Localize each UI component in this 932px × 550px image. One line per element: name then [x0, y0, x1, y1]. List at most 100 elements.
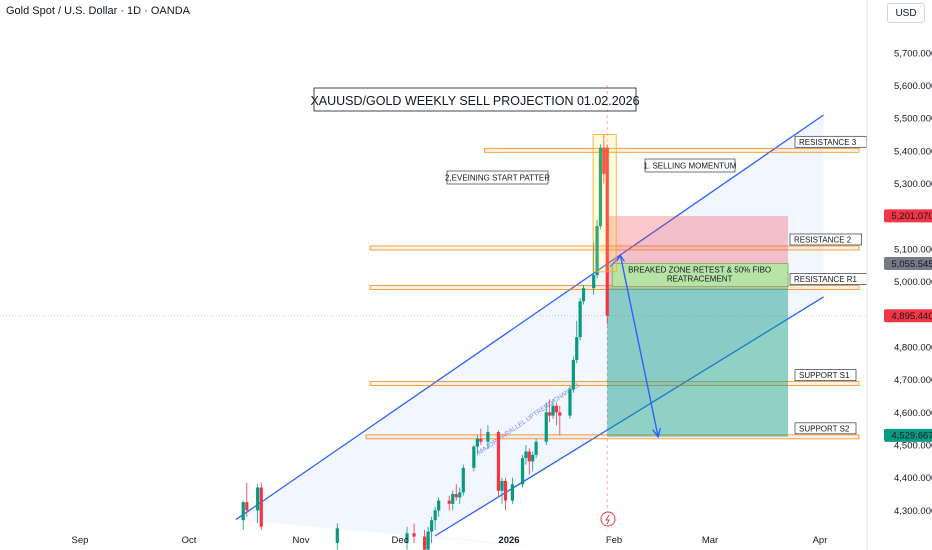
- candle-body-38: [578, 301, 582, 338]
- projection-mid-arrow: [615, 254, 625, 262]
- x-tick-5: Feb: [606, 535, 622, 546]
- level-label-box-3: [794, 369, 857, 381]
- price-badge-3: 4,529.667: [891, 431, 932, 442]
- selling-momentum-box[interactable]: [644, 158, 736, 173]
- candle-body-43: [602, 147, 606, 174]
- candle-body-20: [486, 431, 490, 442]
- candle-body-15: [458, 492, 462, 498]
- price-badge-bg-3[interactable]: [884, 428, 932, 442]
- price-badge-bg-2[interactable]: [884, 309, 932, 323]
- time-axis[interactable]: Sep Oct Nov Dec 2026 Feb Mar Apr: [72, 535, 828, 546]
- x-tick-3: Dec: [392, 535, 409, 546]
- chart-title: XAUUSD/GOLD WEEKLY SELL PROJECTION 01.02…: [310, 94, 639, 108]
- channel-fill: [235, 114, 824, 550]
- y-tick-10: 5,300.000: [894, 179, 932, 190]
- candle-body-9: [430, 520, 434, 532]
- y-tick-12: 5,500.000: [894, 114, 932, 125]
- price-badge-0: 5,201.070: [891, 211, 932, 222]
- annotations[interactable]: XAUUSD/GOLD WEEKLY SELL PROJECTION 01.02…: [310, 87, 737, 527]
- candle-body-18: [475, 438, 479, 447]
- currency-button[interactable]: USD: [887, 3, 925, 23]
- candle-body-39: [581, 288, 586, 302]
- candle-body-37: [575, 337, 579, 361]
- candle-body-35: [568, 389, 572, 416]
- y-tick-4: 4,700.000: [894, 375, 932, 386]
- candle-body-4: [335, 528, 339, 544]
- candle-body-21: [496, 431, 501, 491]
- evening-star-highlight[interactable]: [592, 134, 617, 273]
- y-tick-13: 5,600.000: [894, 81, 932, 92]
- candle-body-13: [451, 494, 455, 504]
- channel-upper-line[interactable]: [235, 114, 824, 521]
- y-tick-1: 4,400.000: [894, 473, 932, 484]
- y-tick-0: 4,300.000: [894, 506, 932, 517]
- x-tick-7: Apr: [813, 535, 828, 546]
- lightning-icon[interactable]: [600, 511, 616, 527]
- candle-body-8: [426, 531, 430, 550]
- x-tick-0: Sep: [72, 535, 89, 546]
- candle-body-32: [551, 405, 555, 416]
- support-resistance-levels[interactable]: RESISTANCE 3 RESISTANCE 2 RESISTANCE R1 SUP…: [365, 135, 868, 440]
- symbol-title: Gold Spot / U.S. Dollar · 1D · OANDA: [6, 5, 190, 17]
- lightning-glyph: [605, 514, 610, 525]
- level-label-3: SUPPORT S1: [799, 371, 850, 380]
- candle-body-42: [598, 147, 603, 227]
- candle-body-7: [423, 536, 427, 550]
- short-position-tool[interactable]: BREAKED ZONE RETEST & 50% FIBOREATRACEME…: [607, 215, 789, 437]
- retest-zone-box[interactable]: [611, 263, 789, 287]
- candle-body-0: [241, 502, 245, 521]
- x-tick-2: Nov: [293, 535, 310, 546]
- x-tick-1: Oct: [182, 535, 197, 546]
- y-tick-7: 5,000.000: [894, 277, 932, 288]
- projection-arrowhead[interactable]: [652, 427, 662, 439]
- candle-body-27: [527, 451, 531, 462]
- projection-path[interactable]: [609, 253, 662, 439]
- evening-star-box[interactable]: [446, 170, 549, 185]
- channel-lower-line[interactable]: [434, 296, 824, 537]
- candle-body-28: [531, 454, 535, 462]
- candle-body-14: [454, 494, 458, 498]
- level-line-0[interactable]: [484, 147, 860, 153]
- candle-body-2: [256, 487, 260, 511]
- level-label-4: SUPPORT S2: [799, 424, 850, 433]
- candle-body-33: [554, 405, 559, 413]
- price-badge-bg-1[interactable]: [884, 256, 932, 270]
- candle-body-16: [461, 467, 465, 493]
- candle-body-29: [534, 441, 538, 455]
- y-tick-8: 5,100.000: [894, 244, 932, 255]
- level-label-box-1: [789, 233, 862, 246]
- price-badge-1: 5,055.545: [891, 259, 932, 270]
- x-tick-4: 2026: [498, 535, 519, 546]
- candle-body-11: [437, 500, 441, 511]
- candle-body-36: [571, 360, 575, 390]
- candle-body-19: [479, 438, 483, 442]
- candle-body-44: [605, 147, 609, 316]
- y-tick-5: 4,800.000: [894, 342, 932, 353]
- level-line-1[interactable]: [369, 245, 860, 251]
- price-badge-bg-0[interactable]: [884, 209, 932, 223]
- take-profit-zone[interactable]: [607, 287, 789, 437]
- price-axis[interactable]: 4,300.000 4,400.000 4,500.000 4,600.000 4,70…: [866, 0, 932, 550]
- retest-label-line2: REATRACEMENT: [667, 275, 733, 284]
- level-line-3[interactable]: [369, 381, 860, 386]
- level-line-4[interactable]: [365, 434, 860, 440]
- candle-body-1: [245, 502, 249, 511]
- candles: [241, 134, 609, 550]
- price-badge-2: 4,895.440: [891, 311, 932, 322]
- candle-body-30: [544, 412, 548, 442]
- retest-label-line1: BREAKED ZONE RETEST & 50% FIBO: [628, 266, 771, 275]
- chart-title-box: [313, 87, 637, 112]
- candle-body-3: [259, 487, 263, 527]
- candle-body-5: [405, 533, 409, 544]
- candle-body-24: [510, 484, 514, 501]
- level-label-2: RESISTANCE R1: [794, 275, 858, 284]
- level-label-box-4: [794, 422, 857, 435]
- candle-body-6: [412, 533, 416, 537]
- candle-body-17: [472, 446, 476, 468]
- uptrend-channel[interactable]: MAJOR PARALLEL UPTREND CHANNEL: [235, 114, 824, 550]
- candle-body-25: [520, 458, 525, 485]
- candle-body-22: [500, 480, 504, 491]
- candle-body-26: [524, 451, 528, 459]
- evening-star-label: 2,EVEINING START PATTER: [445, 174, 550, 183]
